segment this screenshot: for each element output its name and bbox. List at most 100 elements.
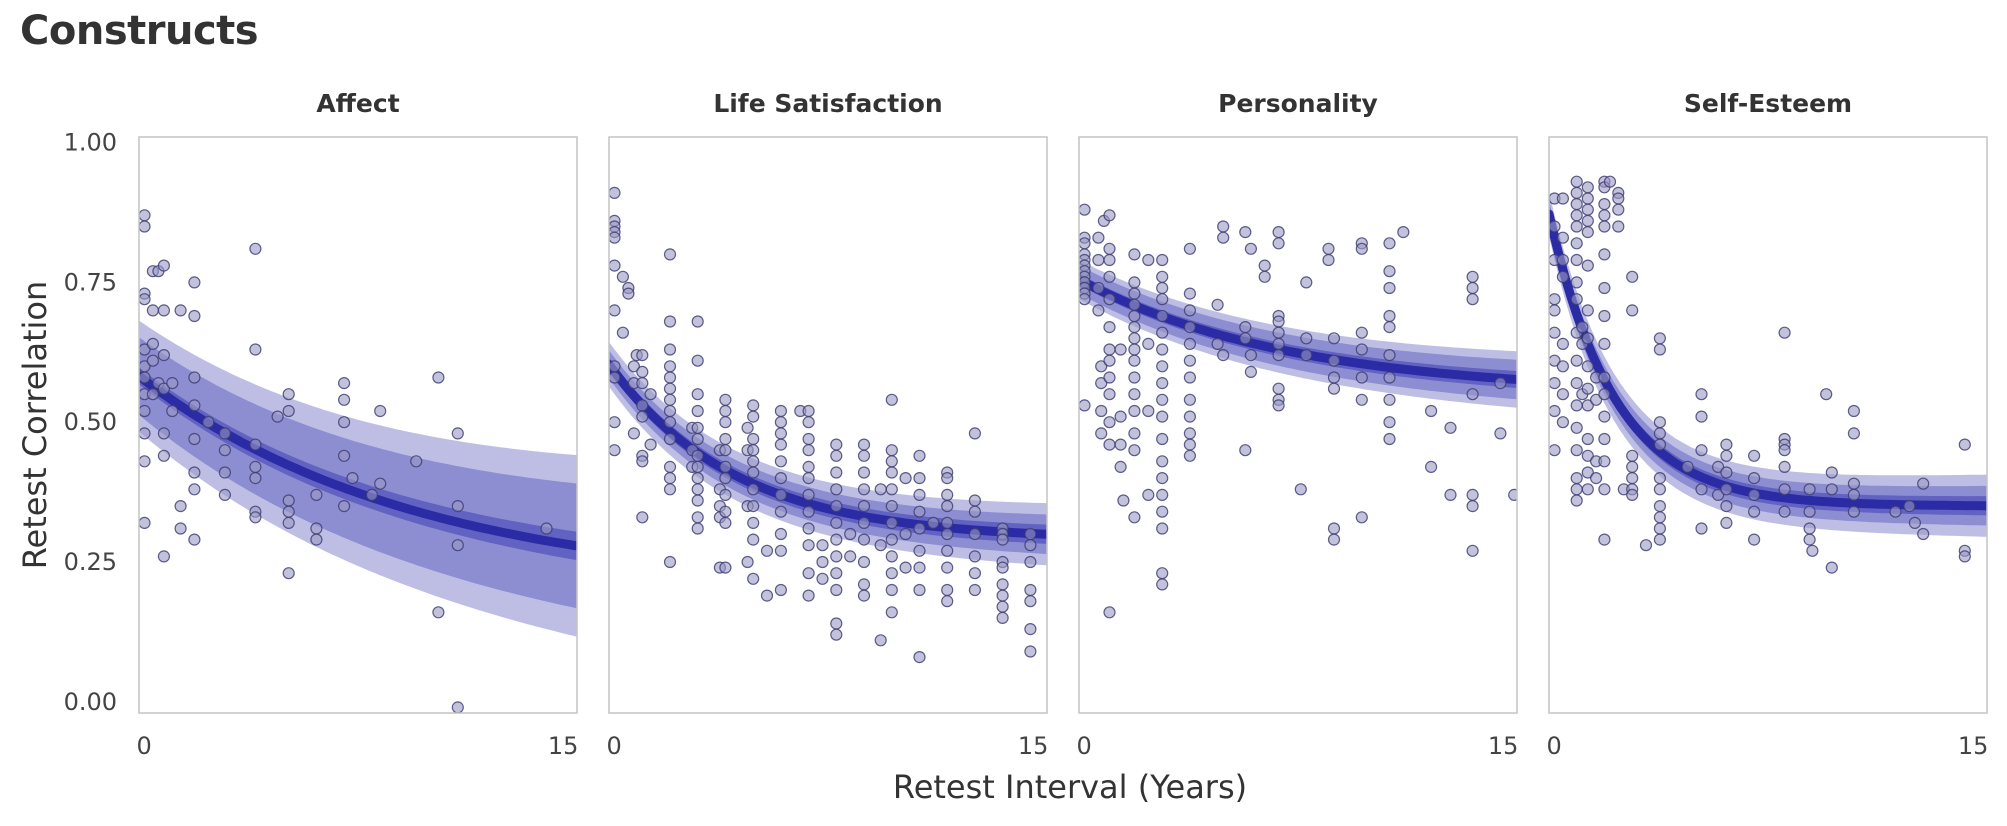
data-point <box>139 427 151 440</box>
data-point <box>282 567 295 580</box>
data-point <box>802 589 815 602</box>
data-point <box>913 472 926 485</box>
data-point <box>627 427 641 440</box>
data-point <box>1803 505 1816 518</box>
data-point <box>1114 438 1127 451</box>
data-point <box>1103 293 1116 306</box>
data-point <box>1570 253 1583 267</box>
data-point <box>374 404 387 418</box>
data-point <box>1466 488 1479 501</box>
data-point <box>636 410 649 423</box>
data-point <box>1570 276 1583 289</box>
data-point <box>636 377 649 390</box>
data-point <box>1183 304 1197 317</box>
data-point <box>663 555 677 569</box>
data-point <box>885 606 898 619</box>
data-point <box>885 567 898 580</box>
data-point <box>1156 343 1169 356</box>
data-point <box>1156 455 1169 468</box>
panel-plot-area <box>1079 203 1517 619</box>
data-point <box>1570 421 1583 434</box>
data-point <box>1114 460 1127 473</box>
data-point <box>1355 371 1368 384</box>
data-point <box>1355 242 1368 255</box>
data-point <box>146 388 159 401</box>
data-point <box>1549 377 1561 390</box>
data-point <box>282 388 295 401</box>
data-point <box>1626 472 1639 485</box>
data-point <box>1156 578 1169 591</box>
data-point <box>218 488 231 501</box>
panel-title: Life Satisfaction <box>713 89 942 118</box>
data-point <box>1092 253 1105 267</box>
data-point <box>1156 326 1169 339</box>
data-point <box>719 561 732 574</box>
data-point <box>174 522 187 535</box>
data-point <box>1103 438 1116 451</box>
data-point <box>830 617 843 630</box>
data-point <box>747 410 760 423</box>
data-point <box>663 483 677 496</box>
data-point <box>885 393 898 406</box>
data-point <box>282 404 295 418</box>
data-point <box>1820 388 1833 401</box>
data-point <box>774 544 788 557</box>
data-point <box>968 583 982 597</box>
data-point <box>1695 410 1708 423</box>
data-point <box>1570 293 1583 306</box>
data-point <box>741 555 754 569</box>
data-point <box>1847 404 1861 418</box>
data-point <box>282 494 295 507</box>
data-point <box>1747 472 1761 485</box>
data-point <box>663 382 677 395</box>
data-point <box>1156 432 1169 446</box>
data-point <box>941 516 954 530</box>
data-point <box>1598 410 1611 423</box>
panel-plot-area <box>609 186 1047 664</box>
data-point <box>941 500 954 513</box>
data-point <box>719 416 732 429</box>
data-point <box>1958 438 1971 451</box>
data-point <box>747 444 760 457</box>
data-point <box>1695 444 1708 457</box>
data-point <box>802 567 815 580</box>
data-point <box>844 550 857 563</box>
data-point <box>1383 416 1396 429</box>
data-point <box>885 583 898 597</box>
data-point <box>996 561 1009 574</box>
data-point <box>616 270 630 283</box>
data-point <box>774 527 788 541</box>
y-tick-label: 0.75 <box>64 268 117 296</box>
data-point <box>968 505 982 518</box>
data-point <box>996 533 1009 546</box>
data-point <box>249 242 262 255</box>
data-point <box>1570 444 1583 457</box>
data-point <box>1024 527 1037 541</box>
data-point <box>451 539 464 552</box>
data-point <box>1581 332 1594 345</box>
data-point <box>636 511 649 524</box>
data-point <box>365 488 378 501</box>
data-point <box>1092 231 1105 244</box>
data-point <box>1079 293 1091 306</box>
data-point <box>802 488 815 501</box>
data-point <box>374 477 387 490</box>
data-point <box>1239 444 1252 457</box>
data-point <box>1300 349 1313 362</box>
data-point <box>1239 321 1252 334</box>
data-point <box>1803 522 1816 535</box>
data-point <box>830 516 843 530</box>
data-point <box>1244 242 1258 255</box>
data-point <box>1156 281 1169 295</box>
data-point <box>609 304 621 317</box>
data-point <box>1549 293 1561 306</box>
data-point <box>747 500 760 513</box>
data-point <box>1272 337 1285 350</box>
data-point <box>1747 533 1761 546</box>
data-point <box>1024 555 1037 569</box>
data-point <box>816 555 829 569</box>
data-point <box>774 404 788 418</box>
data-point <box>1581 449 1594 462</box>
data-point <box>1327 382 1341 395</box>
data-point <box>719 488 732 501</box>
